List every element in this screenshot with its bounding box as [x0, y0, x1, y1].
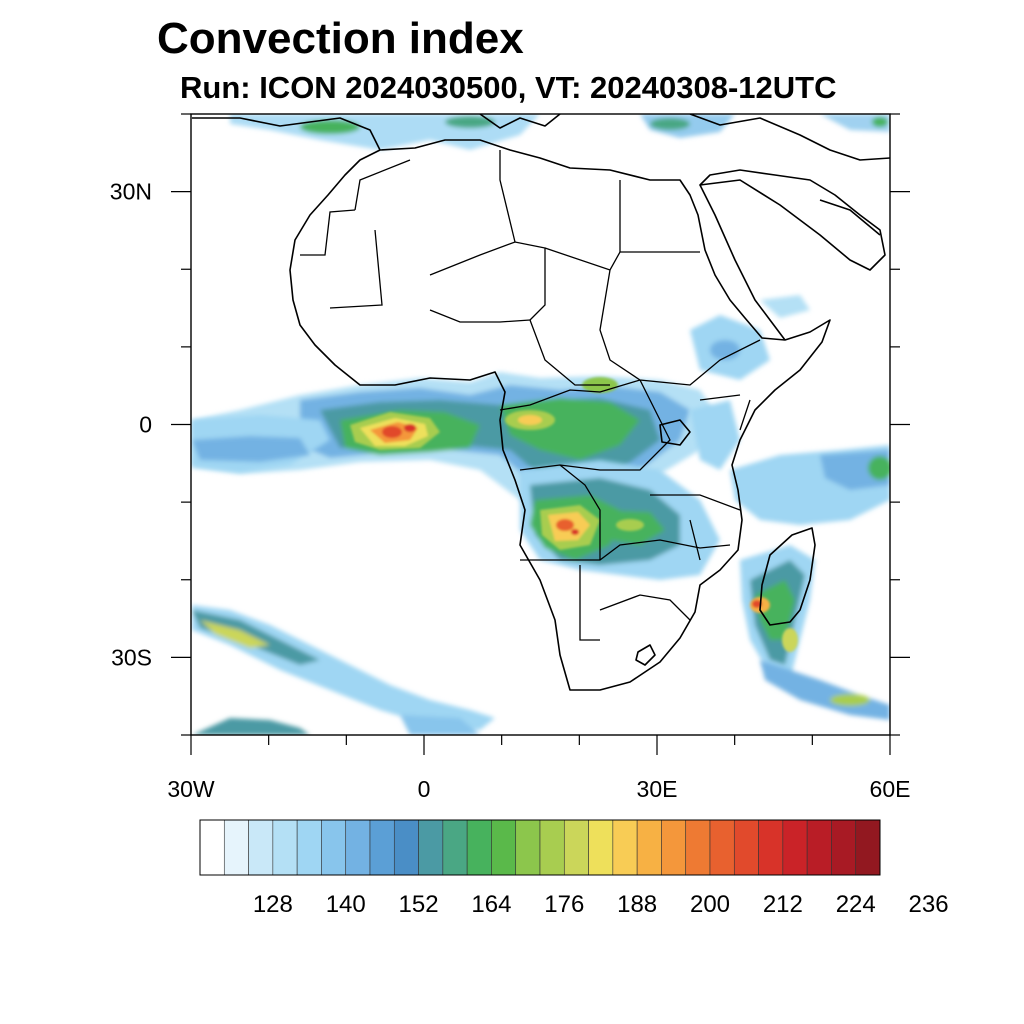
gulf — [819, 199, 881, 236]
map-subtitle: Run: ICON 2024030500, VT: 20240308-12UTC — [180, 70, 837, 105]
colorbar-swatch — [733, 819, 759, 876]
field-southern-africa-core — [540, 505, 644, 550]
convection-field — [192, 114, 890, 735]
colorbar-swatch — [782, 819, 808, 876]
field-madagascar — [740, 545, 815, 680]
colorbar-label: 140 — [326, 891, 366, 918]
field-south-atlantic — [192, 605, 495, 735]
field-atlantic-west — [192, 415, 330, 472]
colorbar-swatch — [199, 819, 225, 876]
lesotho — [635, 644, 656, 666]
colorbar-swatch — [588, 819, 614, 876]
colorbar-swatch — [491, 819, 517, 876]
lake-victoria — [659, 419, 691, 446]
colorbar-swatch — [393, 819, 419, 876]
map-axes: 30W 0 30E 60E 30N 0 30S — [110, 113, 911, 802]
colorbar-swatch — [345, 819, 371, 876]
colorbar-swatch — [612, 819, 638, 876]
y-tick-label: 30N — [110, 179, 152, 205]
colorbar-label: 152 — [399, 891, 439, 918]
colorbar-swatch — [248, 819, 274, 876]
colorbar-swatch — [661, 819, 687, 876]
colorbar-swatch — [466, 819, 492, 876]
arabia-outline — [699, 169, 886, 271]
colorbar-label: 164 — [471, 891, 511, 918]
colorbar: 128 140 152 164 176 188 200 212 224 236 — [199, 819, 949, 918]
map-title: Convection index — [157, 14, 524, 63]
colorbar-label: 212 — [763, 891, 803, 918]
red-sea — [699, 184, 786, 341]
colorbar-swatch — [758, 819, 784, 876]
x-tick-label: 30W — [167, 776, 215, 802]
colorbar-label: 224 — [836, 891, 876, 918]
colorbar-label: 128 — [253, 891, 293, 918]
colorbar-label: 176 — [544, 891, 584, 918]
y-tick-label: 30S — [111, 644, 152, 670]
colorbar-swatch — [515, 819, 541, 876]
field-east-africa — [690, 295, 810, 470]
colorbar-label: 236 — [909, 891, 949, 918]
colorbar-swatch — [831, 819, 857, 876]
x-tick-label: 60E — [870, 776, 911, 802]
colorbar-swatch — [442, 819, 468, 876]
country-borders — [300, 150, 761, 641]
colorbar-swatch — [296, 819, 322, 876]
europe-coast — [192, 117, 381, 151]
colorbar-swatch — [321, 819, 347, 876]
colorbar-swatch — [539, 819, 565, 876]
colorbar-swatch — [272, 819, 298, 876]
colorbar-swatch — [709, 819, 735, 876]
x-tick-label: 30E — [637, 776, 678, 802]
colorbar-label: 188 — [617, 891, 657, 918]
colorbar-swatch — [563, 819, 589, 876]
field-indian-ocean — [730, 445, 890, 720]
colorbar-swatch — [806, 819, 832, 876]
colorbar-label: 200 — [690, 891, 730, 918]
africa-outline — [289, 139, 831, 691]
colorbar-swatch — [636, 819, 662, 876]
colorbar-swatch — [223, 819, 249, 876]
colorbar-swatch — [369, 819, 395, 876]
colorbar-swatch — [418, 819, 444, 876]
colorbar-frame — [199, 819, 881, 876]
x-tick-label: 0 — [418, 776, 431, 802]
colorbar-swatch — [685, 819, 711, 876]
field-equatorial-core — [350, 377, 618, 450]
colorbar-swatch — [855, 819, 881, 876]
madagascar-outline — [759, 527, 816, 626]
y-tick-label: 0 — [139, 412, 152, 438]
coastlines — [192, 114, 890, 691]
